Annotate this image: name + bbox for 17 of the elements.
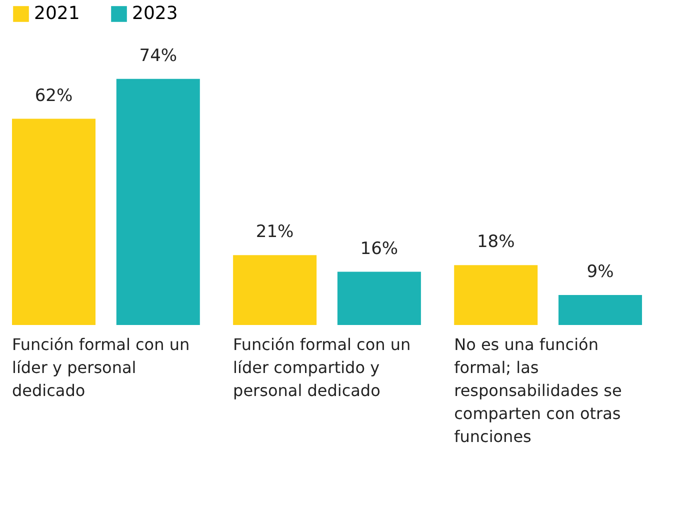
x-tick-label: Función formal con un líder compartido y personal dedicado (233, 335, 411, 400)
bar (116, 78, 200, 325)
bar (454, 265, 538, 325)
legend-label: 2021 (34, 3, 80, 24)
data-label: 16% (360, 238, 398, 259)
x-tick-label: Función formal con un líder y personal dedicado (12, 335, 190, 400)
bar (233, 255, 317, 325)
bar (337, 272, 421, 325)
data-label: 18% (476, 232, 515, 252)
data-label: 74% (139, 46, 178, 66)
bar (12, 118, 96, 325)
bar (558, 295, 642, 325)
x-tick-label: No es una función formal; las responsabilidades se comparten con otras funciones (454, 335, 622, 446)
legend-label: 2023 (132, 3, 178, 24)
data-label: 21% (256, 222, 294, 242)
data-label: 9% (586, 262, 614, 282)
data-label: 62% (34, 86, 73, 106)
